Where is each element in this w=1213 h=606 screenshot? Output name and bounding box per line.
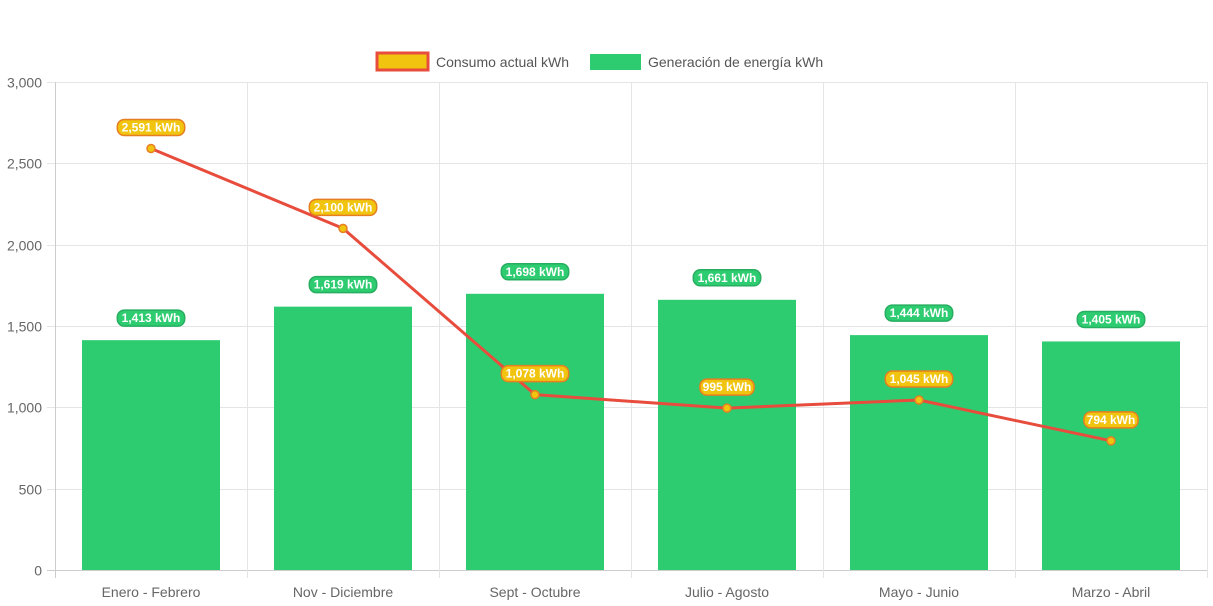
- data-label-consumo-background: [884, 370, 954, 388]
- point-consumo[interactable]: [1106, 436, 1116, 446]
- legend-label-consumo[interactable]: Consumo actual kWh: [436, 54, 569, 70]
- data-label-generacion: 1,619 kWh: [314, 278, 373, 292]
- data-label-consumo-group: 2,591 kWh: [116, 118, 186, 137]
- data-label-consumo: 2,591 kWh: [122, 121, 181, 135]
- data-label-consumo-group: 995 kWh: [699, 378, 755, 396]
- data-label-generacion-background: [884, 304, 954, 322]
- data-label-generacion-background: [1076, 310, 1146, 329]
- bar-generacion[interactable]: [274, 306, 412, 570]
- data-label-consumo-group: 794 kWh: [1083, 411, 1139, 429]
- data-label-consumo: 995 kWh: [703, 380, 752, 394]
- point-consumo[interactable]: [914, 395, 924, 405]
- data-label-consumo: 2,100 kWh: [314, 200, 373, 214]
- data-label-consumo-group: 1,078 kWh: [500, 364, 570, 383]
- data-label-generacion-background: [692, 269, 762, 287]
- data-label-consumo-background: [500, 364, 570, 383]
- y-tick-label: 500: [19, 482, 43, 498]
- legend-swatch-consumo[interactable]: [375, 51, 430, 72]
- point-consumo[interactable]: [530, 389, 540, 400]
- data-label-generacion-group: 1,619 kWh: [308, 275, 378, 294]
- data-label-generacion-background: [308, 275, 378, 294]
- data-label-generacion-group: 1,413 kWh: [116, 309, 186, 327]
- bar-generacion[interactable]: [1042, 341, 1180, 570]
- data-labels: 1,413 kWh 1,619 kWh 1,698 kWh 1,661 kWh 1,44…: [116, 118, 1146, 429]
- y-tick-label: 1,500: [7, 319, 42, 335]
- data-label-consumo: 1,045 kWh: [890, 372, 949, 386]
- data-label-generacion: 1,661 kWh: [698, 271, 757, 285]
- grid-lines: [47, 82, 1208, 578]
- x-tick-label: Marzo - Abril: [1072, 584, 1151, 600]
- bar-series-generacion: [82, 293, 1180, 570]
- data-label-generacion-group: 1,661 kWh: [692, 269, 762, 287]
- x-tick-label: Enero - Febrero: [102, 584, 201, 600]
- data-label-generacion-background: [116, 309, 186, 327]
- bar-generacion[interactable]: [82, 340, 220, 570]
- data-label-consumo-background: [1083, 411, 1139, 429]
- y-tick-label: 1,000: [7, 400, 42, 416]
- data-label-generacion: 1,413 kWh: [122, 311, 181, 325]
- line-consumo: [150, 147, 1112, 443]
- data-label-consumo: 794 kWh: [1087, 413, 1136, 427]
- x-tick-label: Sept - Octubre: [489, 584, 580, 600]
- data-label-consumo-group: 1,045 kWh: [884, 370, 954, 388]
- data-label-generacion: 1,444 kWh: [890, 306, 949, 320]
- legend-swatch-generacion[interactable]: [590, 54, 641, 70]
- data-label-generacion-background: [500, 263, 570, 281]
- line-series-consumo: [146, 143, 1116, 446]
- data-label-consumo-background: [308, 198, 378, 217]
- x-tick-label: Julio - Agosto: [685, 584, 769, 600]
- point-consumo[interactable]: [338, 223, 348, 234]
- y-tick-label: 2,500: [7, 156, 42, 172]
- data-label-generacion: 1,405 kWh: [1082, 312, 1141, 326]
- legend-label-generacion[interactable]: Generación de energía kWh: [648, 54, 823, 70]
- data-label-generacion-group: 1,444 kWh: [884, 304, 954, 322]
- legend: Consumo actual kWh Generación de energía…: [375, 51, 823, 72]
- x-tick-label: Nov - Diciembre: [293, 584, 394, 600]
- bar-generacion[interactable]: [658, 299, 796, 570]
- data-label-consumo-background: [116, 118, 186, 137]
- x-tick-label: Mayo - Junio: [879, 584, 959, 600]
- point-consumo[interactable]: [722, 403, 732, 413]
- point-consumo[interactable]: [146, 143, 156, 154]
- data-label-generacion-group: 1,405 kWh: [1076, 310, 1146, 329]
- data-label-consumo-group: 2,100 kWh: [308, 198, 378, 217]
- data-label-consumo: 1,078 kWh: [506, 367, 565, 381]
- y-tick-label: 0: [34, 563, 42, 579]
- data-label-consumo-background: [699, 378, 755, 396]
- axes: 0 500 1,000 1,500 2,000 2,500 3,000 Enero - Feb…: [7, 75, 1150, 601]
- y-tick-label: 2,000: [7, 238, 42, 254]
- y-tick-label: 3,000: [7, 75, 42, 91]
- bar-generacion[interactable]: [466, 293, 604, 570]
- data-label-generacion: 1,698 kWh: [506, 265, 565, 279]
- data-label-generacion-group: 1,698 kWh: [500, 263, 570, 281]
